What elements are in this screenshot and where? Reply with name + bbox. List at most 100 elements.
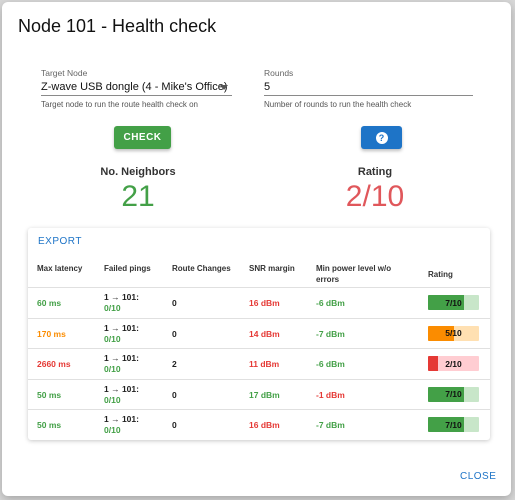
dialog-title: Node 101 - Health check bbox=[18, 16, 217, 36]
route-changes-cell: 0 bbox=[172, 288, 177, 318]
rating-bar-fill bbox=[428, 356, 439, 372]
help-icon: ? bbox=[375, 131, 388, 144]
header-min-power: Min power level w/o errors bbox=[316, 264, 392, 284]
rating-label: Rating bbox=[357, 166, 393, 178]
rating-value: 2/10 bbox=[345, 180, 405, 213]
rating-bar-label: 7/10 bbox=[445, 419, 462, 430]
header-rating: Rating bbox=[428, 270, 453, 279]
route-changes-value: 0 bbox=[172, 298, 177, 308]
latency-cell: 50 ms bbox=[37, 380, 61, 410]
rating-bar: 7/10 bbox=[428, 295, 479, 310]
route-changes-value: 0 bbox=[172, 420, 177, 431]
latency-cell: 170 ms bbox=[37, 319, 66, 349]
rating-bar-label: 7/10 bbox=[445, 297, 462, 308]
neighbors-value: 21 bbox=[121, 180, 155, 213]
rating-stat: Rating 2/10 bbox=[325, 166, 425, 214]
pings-fraction: 0/10 bbox=[104, 394, 121, 405]
rounds-field[interactable]: Rounds 5 Number of rounds to run the hea… bbox=[264, 68, 473, 109]
header-snr-margin: SNR margin bbox=[249, 264, 295, 273]
route-changes-cell: 0 bbox=[172, 319, 177, 349]
latency-value: 50 ms bbox=[37, 420, 62, 431]
min-power-cell: -6 dBm bbox=[316, 349, 345, 379]
target-node-select[interactable]: Target Node Z-wave USB dongle (4 - Mike'… bbox=[41, 68, 232, 109]
table-row: 60 ms 1 → 101: 0/10 0 16 dBm -6 dBm 7/10 bbox=[28, 287, 490, 318]
snr-value: 16 dBm bbox=[249, 420, 280, 431]
rounds-label: Rounds bbox=[264, 68, 294, 78]
export-button[interactable]: EXPORT bbox=[38, 236, 82, 247]
route-changes-cell: 0 bbox=[172, 410, 177, 440]
results-table-card: EXPORT Max latency Failed pings Route Ch… bbox=[28, 228, 490, 440]
chevron-down-icon[interactable] bbox=[220, 85, 228, 90]
pings-fraction: 0/10 bbox=[104, 425, 121, 436]
snr-cell: 14 dBm bbox=[249, 319, 280, 349]
neighbors-stat: No. Neighbors 21 bbox=[88, 166, 188, 214]
check-button[interactable]: CHECK bbox=[114, 126, 171, 149]
rating-bar-label: 5/10 bbox=[445, 328, 462, 339]
rating-bar-label: 2/10 bbox=[445, 358, 462, 369]
min-power-cell: -1 dBm bbox=[316, 380, 345, 410]
rating-bar: 7/10 bbox=[428, 386, 479, 402]
min-power-value: -6 dBm bbox=[316, 359, 345, 370]
rating-bar: 5/10 bbox=[428, 325, 479, 341]
route-changes-value: 0 bbox=[172, 389, 177, 400]
table-row: 2660 ms 1 → 101: 0/10 2 11 dBm -6 dBm 2/10 bbox=[28, 348, 490, 379]
rating-bar-fill bbox=[428, 417, 464, 433]
rating-bar-fill bbox=[428, 325, 454, 341]
help-button[interactable]: ? bbox=[361, 126, 402, 149]
pings-route: 1 → 101: bbox=[104, 383, 139, 394]
rating-bar-fill bbox=[428, 295, 464, 310]
failed-pings-cell: 1 → 101: 0/10 bbox=[104, 349, 139, 379]
target-node-selected: Z-wave USB dongle (4 - Mike's Office) bbox=[41, 81, 228, 93]
failed-pings-cell: 1 → 101: 0/10 bbox=[104, 319, 139, 349]
snr-cell: 17 dBm bbox=[249, 380, 280, 410]
snr-cell: 16 dBm bbox=[249, 410, 280, 440]
header-max-latency: Max latency bbox=[37, 264, 83, 273]
latency-cell: 2660 ms bbox=[37, 349, 71, 379]
pings-route: 1 → 101: bbox=[104, 322, 139, 333]
pings-fraction: 0/10 bbox=[104, 303, 121, 313]
pings-fraction: 0/10 bbox=[104, 333, 121, 344]
rating-bar: 2/10 bbox=[428, 356, 479, 372]
rounds-help: Number of rounds to run the health check bbox=[264, 100, 412, 109]
close-button[interactable]: CLOSE bbox=[460, 471, 497, 482]
min-power-cell: -7 dBm bbox=[316, 410, 345, 440]
header-failed-pings: Failed pings bbox=[104, 264, 151, 273]
latency-value: 50 ms bbox=[37, 389, 62, 400]
route-changes-value: 2 bbox=[172, 359, 177, 370]
table-row: 170 ms 1 → 101: 0/10 0 14 dBm -7 dBm 5/10 bbox=[28, 317, 490, 349]
rating-bar: 7/10 bbox=[428, 417, 479, 433]
route-changes-value: 0 bbox=[172, 328, 177, 339]
failed-pings-cell: 1 → 101: 0/10 bbox=[104, 380, 139, 410]
rating-bar-fill bbox=[428, 386, 464, 402]
target-node-value[interactable]: Z-wave USB dongle (4 - Mike's Office) bbox=[41, 80, 232, 96]
min-power-cell: -6 dBm bbox=[316, 288, 345, 318]
latency-value: 60 ms bbox=[37, 298, 62, 308]
snr-value: 16 dBm bbox=[249, 298, 280, 308]
table-row: 50 ms 1 → 101: 0/10 0 17 dBm -1 dBm 7/10 bbox=[28, 378, 490, 410]
snr-value: 17 dBm bbox=[249, 389, 280, 400]
failed-pings-cell: 1 → 101: 0/10 bbox=[104, 410, 139, 440]
pings-route: 1 → 101: bbox=[104, 292, 139, 302]
health-check-dialog: Node 101 - Health check Target Node Z-wa… bbox=[2, 2, 511, 496]
failed-pings-cell: 1 → 101: 0/10 bbox=[104, 288, 139, 318]
snr-value: 11 dBm bbox=[249, 359, 280, 370]
latency-cell: 60 ms bbox=[37, 288, 61, 318]
header-route-changes: Route Changes bbox=[172, 264, 231, 273]
latency-cell: 50 ms bbox=[37, 410, 61, 440]
target-node-help: Target node to run the route health chec… bbox=[41, 100, 198, 109]
latency-value: 2660 ms bbox=[37, 359, 71, 370]
rounds-input[interactable]: 5 bbox=[264, 80, 473, 96]
pings-route: 1 → 101: bbox=[104, 414, 139, 425]
min-power-value: -1 dBm bbox=[316, 389, 345, 400]
table-row: 50 ms 1 → 101: 0/10 0 16 dBm -7 dBm 7/10 bbox=[28, 409, 490, 440]
snr-value: 14 dBm bbox=[249, 328, 280, 339]
snr-cell: 16 dBm bbox=[249, 288, 280, 318]
rating-bar-label: 7/10 bbox=[445, 389, 462, 400]
neighbors-label: No. Neighbors bbox=[100, 166, 176, 178]
route-changes-cell: 0 bbox=[172, 380, 177, 410]
pings-fraction: 0/10 bbox=[104, 364, 121, 375]
min-power-value: -7 dBm bbox=[316, 328, 345, 339]
target-node-label: Target Node bbox=[41, 68, 88, 78]
min-power-value: -6 dBm bbox=[316, 298, 345, 308]
min-power-cell: -7 dBm bbox=[316, 319, 345, 349]
